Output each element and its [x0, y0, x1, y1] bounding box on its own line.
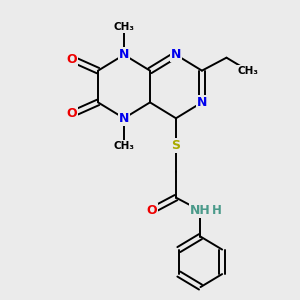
Text: CH₃: CH₃	[113, 22, 134, 32]
Text: N: N	[197, 96, 207, 109]
Text: O: O	[146, 204, 157, 217]
Text: O: O	[67, 107, 77, 120]
Text: N: N	[171, 48, 181, 61]
Text: N: N	[119, 112, 129, 125]
Text: CH₃: CH₃	[238, 66, 259, 76]
Text: O: O	[67, 52, 77, 66]
Text: H: H	[212, 204, 221, 217]
Text: CH₃: CH₃	[113, 141, 134, 151]
Text: NH: NH	[190, 204, 211, 217]
Text: N: N	[119, 48, 129, 61]
Text: S: S	[172, 139, 181, 152]
